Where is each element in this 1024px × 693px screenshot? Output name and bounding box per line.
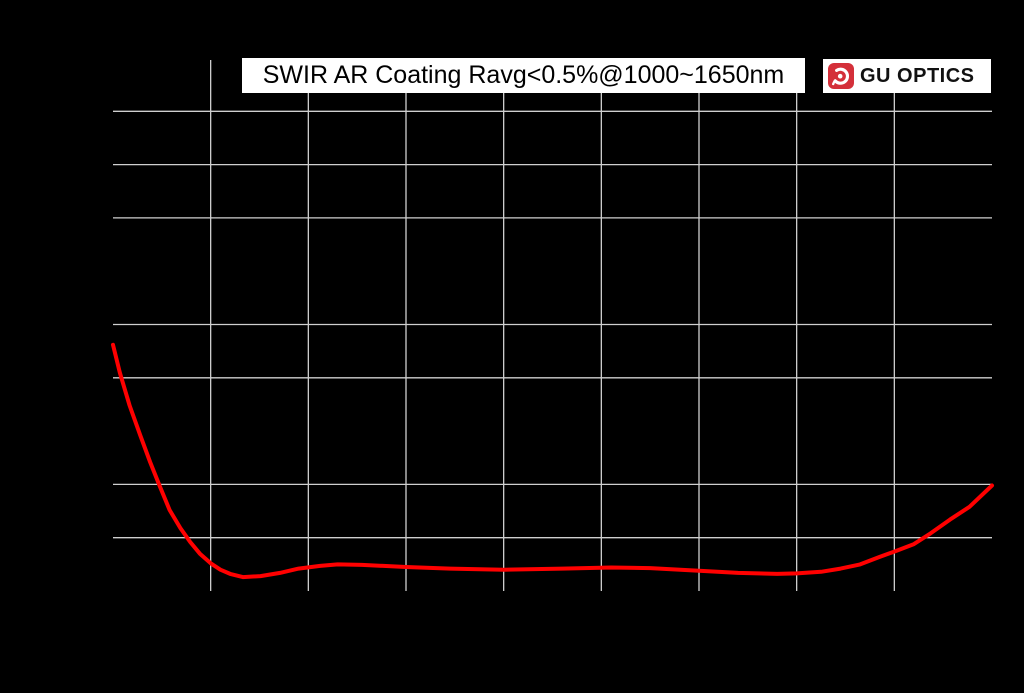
- logo-text: GU OPTICS: [860, 64, 975, 87]
- logo-badge: GU OPTICS: [823, 59, 991, 93]
- reflectance-curve: [111, 342, 994, 580]
- gu-optics-logo-icon: [828, 63, 854, 89]
- chart-title: SWIR AR Coating Ravg<0.5%@1000~1650nm: [242, 58, 805, 93]
- gridlines: [113, 60, 992, 591]
